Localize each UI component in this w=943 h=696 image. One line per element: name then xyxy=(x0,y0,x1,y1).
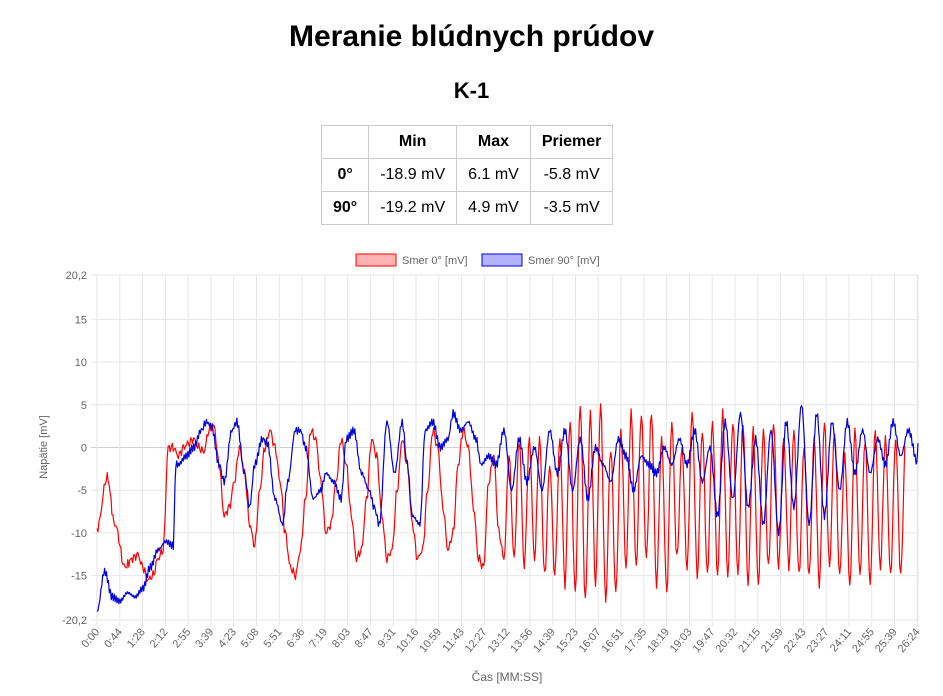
x-tick-label: 8:47 xyxy=(353,626,376,650)
stats-avg-value: -5.8 mV xyxy=(529,158,614,192)
y-tick-label: 15 xyxy=(75,314,87,326)
x-tick-label: 5:08 xyxy=(239,626,262,650)
x-axis: 0:00 0:44 1:28 2:12 2:55 3:39 4:23 5:08 5:51 6:36… xyxy=(79,626,922,655)
stats-min-value: -19.2 mV xyxy=(368,191,458,225)
x-tick-label: 7:19 xyxy=(307,626,330,650)
stats-row-label: 90° xyxy=(320,191,370,225)
x-tick-label: 19:47 xyxy=(691,626,718,655)
x-tick-label: 12:27 xyxy=(463,626,490,655)
chart-series-layer xyxy=(96,403,919,612)
stats-avg-value: -3.5 mV xyxy=(529,191,614,225)
x-tick-label: 0:44 xyxy=(102,626,125,650)
chart-grid xyxy=(91,274,919,626)
x-tick-label: 13:56 xyxy=(508,626,535,655)
line-chart: Smer 0° [mV] Smer 90° [mV] 20,2 15 10 5 0 -5 -1… xyxy=(38,253,923,684)
x-tick-label: 20:32 xyxy=(713,626,740,655)
y-tick-label: -15 xyxy=(71,571,87,583)
y-axis-label: Napätie [mV] xyxy=(38,415,50,479)
x-tick-label: 16:51 xyxy=(599,626,626,655)
stats-max-value: 4.9 mV xyxy=(456,191,531,225)
stats-row-0deg: 0° -18.9 mV 6.1 mV -5.8 mV xyxy=(320,158,614,192)
stats-table: Min Max Priemer 0° -18.9 mV 6.1 mV -5.8 … xyxy=(320,125,614,225)
stats-header-max: Max xyxy=(456,125,531,159)
x-axis-label: Čas [MM:SS] xyxy=(472,669,543,684)
x-tick-label: 24:55 xyxy=(850,626,877,655)
stats-header-row: Min Max Priemer xyxy=(320,125,614,159)
x-tick-label: 16:07 xyxy=(577,626,604,655)
x-tick-label: 11:43 xyxy=(441,626,467,654)
x-tick-label: 26:24 xyxy=(896,626,923,655)
legend-swatch-0deg xyxy=(355,253,397,267)
y-tick-label: -5 xyxy=(77,485,87,497)
stats-header-empty xyxy=(320,125,370,159)
x-tick-label: 5:51 xyxy=(262,626,285,650)
y-tick-label: 20,2 xyxy=(66,270,87,282)
stats-min-value: -18.9 mV xyxy=(368,158,458,192)
x-tick-label: 10:59 xyxy=(417,626,444,655)
x-tick-label: 19:03 xyxy=(668,626,695,655)
x-tick-label: 18:19 xyxy=(645,626,672,655)
y-tick-label: 10 xyxy=(75,357,87,369)
y-tick-label: -10 xyxy=(71,528,87,540)
x-tick-label: 2:12 xyxy=(148,626,171,650)
y-axis: 20,2 15 10 5 0 -5 -10 -15 -20,2 xyxy=(62,270,87,627)
x-tick-label: 4:23 xyxy=(216,626,239,650)
x-tick-label: 2:55 xyxy=(170,626,193,650)
x-tick-label: 23:27 xyxy=(805,626,832,655)
x-tick-label: 22:43 xyxy=(782,626,809,655)
stats-row-label: 0° xyxy=(320,158,370,192)
x-tick-label: 0:00 xyxy=(79,626,102,650)
legend-label-90deg: Smer 90° [mV] xyxy=(528,255,600,267)
x-tick-label: 10:16 xyxy=(394,626,421,655)
x-tick-label: 24:11 xyxy=(828,626,854,654)
legend-label-0deg: Smer 0° [mV] xyxy=(402,255,468,267)
x-tick-label: 15:23 xyxy=(554,626,581,655)
stats-header-min: Min xyxy=(368,125,458,159)
x-tick-label: 21:15 xyxy=(736,626,763,655)
page-title: Meranie blúdnych prúdov xyxy=(288,20,655,53)
x-tick-label: 3:39 xyxy=(193,626,216,650)
x-tick-label: 14:39 xyxy=(531,626,558,655)
x-tick-label: 17:35 xyxy=(622,626,649,655)
y-tick-label: -20,2 xyxy=(62,615,87,627)
stats-max-value: 6.1 mV xyxy=(456,158,531,192)
x-tick-label: 25:39 xyxy=(873,626,900,655)
stats-row-90deg: 90° -19.2 mV 4.9 mV -3.5 mV xyxy=(320,191,614,225)
x-tick-label: 6:36 xyxy=(284,626,307,650)
chart-legend[interactable]: Smer 0° [mV] Smer 90° [mV] xyxy=(355,253,600,267)
page-subtitle: K-1 xyxy=(453,78,490,103)
x-tick-label: 13:12 xyxy=(486,626,513,655)
legend-swatch-90deg xyxy=(481,253,523,267)
stats-header-avg: Priemer xyxy=(529,125,614,159)
y-tick-label: 0 xyxy=(81,443,87,455)
x-tick-label: 1:28 xyxy=(125,626,148,650)
x-tick-label: 21:59 xyxy=(759,626,786,655)
series-line-0deg xyxy=(96,403,906,603)
x-tick-label: 8:03 xyxy=(330,626,353,650)
series-line-90deg xyxy=(96,405,919,612)
y-tick-label: 5 xyxy=(81,400,87,412)
